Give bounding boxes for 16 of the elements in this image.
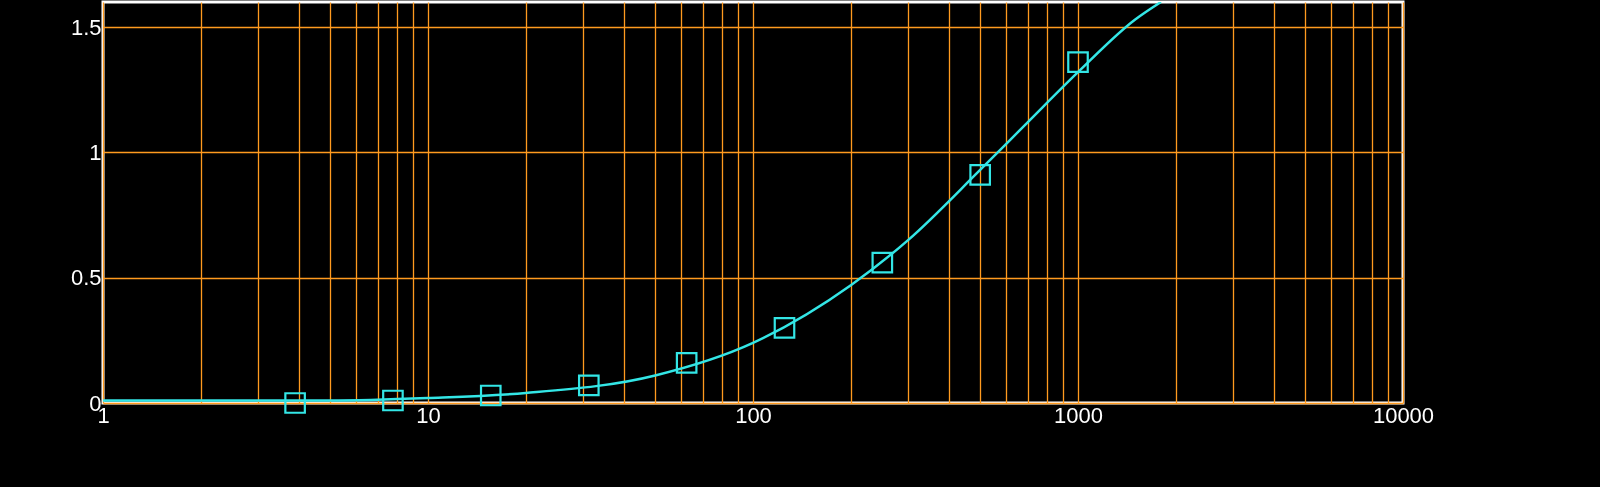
- point: [773, 316, 796, 339]
- y-tick-label: 1.5: [70, 14, 102, 40]
- point: [284, 392, 306, 414]
- x-tick-label: 1000: [1054, 402, 1103, 428]
- point: [577, 374, 600, 397]
- x-tick-label: 10: [416, 402, 441, 428]
- point: [871, 251, 894, 274]
- y-tick-label: 0.5: [70, 265, 102, 291]
- x-tick-label: 100: [735, 402, 772, 428]
- point: [1067, 51, 1089, 73]
- y-tick-label: 1: [89, 139, 102, 165]
- x-tick-label: 10000: [1372, 402, 1435, 428]
- point: [675, 352, 698, 374]
- point: [969, 164, 992, 186]
- point: [382, 389, 404, 412]
- point: [479, 384, 502, 407]
